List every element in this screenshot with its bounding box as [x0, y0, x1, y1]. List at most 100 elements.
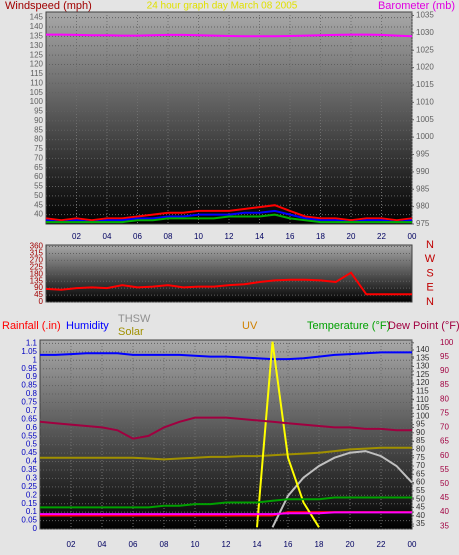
direction-label: W — [425, 253, 436, 265]
x-tick-label: 22 — [377, 540, 386, 549]
y-tick-label: 105 — [30, 88, 44, 97]
x-tick-label: 18 — [315, 540, 324, 549]
x-tick-label: 06 — [133, 232, 142, 241]
chart-title: 24 hour graph day March 08 2005 — [147, 1, 298, 12]
y-tick-label: 35 — [416, 519, 425, 528]
series-line — [45, 271, 412, 296]
x-tick-label: 20 — [346, 540, 355, 549]
x-tick-label: 04 — [98, 540, 107, 549]
y-tick-label: 0.5 — [26, 440, 38, 449]
x-tick-label: 02 — [72, 232, 81, 241]
y-tick-label: 270 — [30, 256, 44, 265]
y-tick-label: 0.2 — [26, 490, 38, 499]
y-tick-label: 95 — [440, 352, 449, 361]
y-tick-label: 75 — [416, 453, 425, 462]
y-tick-label: 85 — [416, 436, 425, 445]
y-tick-label: 135 — [30, 31, 44, 40]
legend-entry: Temperature (°F) — [307, 320, 390, 332]
y-tick-label: 130 — [416, 362, 430, 371]
series-line — [40, 351, 412, 361]
direction-label: E — [426, 282, 433, 294]
y-tick-label: 180 — [30, 269, 44, 278]
y-tick-label: 0.4 — [26, 457, 38, 466]
y-tick-label: 110 — [30, 78, 43, 87]
y-tick-label: 50 — [416, 494, 425, 503]
direction-label: N — [426, 296, 434, 308]
y-tick-label: 0.6 — [26, 423, 38, 432]
y-tick-label: 75 — [34, 144, 43, 153]
y-tick-label: 0.9 — [26, 372, 38, 381]
y-tick-label: 0 — [39, 297, 44, 306]
y-tick-label: 225 — [30, 262, 44, 271]
y-tick-label: 80 — [34, 135, 43, 144]
y-tick-label: 1015 — [416, 80, 434, 89]
y-tick-label: 50 — [440, 479, 449, 488]
y-tick-label: 45 — [34, 290, 43, 299]
y-tick-label: 90 — [34, 116, 43, 125]
y-tick-label: 0.95 — [21, 364, 37, 373]
x-tick-label: 04 — [103, 232, 112, 241]
series-line — [40, 511, 412, 516]
x-tick-label: 06 — [129, 540, 138, 549]
series-line — [271, 450, 413, 528]
wind-axis-label: Windspeed (mph) — [5, 0, 92, 12]
direction-label: S — [426, 267, 433, 279]
y-tick-label: 1.1 — [26, 338, 38, 347]
y-tick-label: 975 — [416, 219, 430, 228]
y-tick-label: 45 — [440, 493, 449, 502]
direction-label: N — [426, 239, 434, 251]
x-tick-label: 08 — [160, 540, 169, 549]
y-tick-label: 0.05 — [21, 516, 37, 525]
legend-entry: Solar — [118, 326, 144, 338]
y-tick-label: 45 — [34, 200, 43, 209]
y-tick-label: 140 — [30, 22, 44, 31]
y-tick-label: 100 — [30, 97, 44, 106]
y-tick-label: 60 — [416, 478, 425, 487]
y-tick-label: 0.65 — [21, 414, 37, 423]
legend-entry: UV — [242, 320, 258, 332]
legend-entry: Rainfall (.in) — [2, 320, 61, 332]
y-tick-label: 105 — [416, 403, 430, 412]
y-tick-label: 985 — [416, 184, 430, 193]
y-tick-label: 65 — [416, 469, 425, 478]
y-tick-label: 1035 — [416, 11, 434, 20]
y-tick-label: 140 — [416, 345, 430, 354]
y-tick-label: 85 — [440, 380, 449, 389]
y-tick-label: 0.8 — [26, 389, 38, 398]
y-tick-label: 135 — [416, 353, 430, 362]
y-tick-label: 0.15 — [21, 499, 37, 508]
x-tick-label: 12 — [225, 232, 234, 241]
series-line — [45, 204, 413, 222]
y-tick-label: 995 — [416, 150, 430, 159]
x-tick-label: 22 — [377, 232, 386, 241]
y-tick-label: 360 — [30, 242, 44, 251]
y-tick-label: 95 — [34, 107, 43, 116]
y-tick-label: 125 — [416, 370, 430, 379]
x-tick-label: 20 — [347, 232, 356, 241]
series-line — [46, 213, 412, 224]
y-tick-label: 1010 — [416, 97, 434, 106]
x-tick-label: 16 — [284, 540, 293, 549]
y-tick-label: 0.85 — [21, 381, 37, 390]
y-tick-label: 60 — [34, 172, 43, 181]
barometer-axis-label: Barometer (mb) — [378, 0, 455, 12]
y-tick-label: 65 — [440, 437, 449, 446]
y-tick-label: 1.05 — [21, 347, 37, 356]
y-tick-label: 95 — [416, 420, 425, 429]
y-tick-label: 70 — [440, 423, 449, 432]
y-tick-label: 1000 — [416, 132, 434, 141]
y-tick-label: 90 — [440, 366, 449, 375]
y-tick-label: 130 — [30, 41, 44, 50]
x-tick-label: 10 — [194, 232, 203, 241]
y-tick-label: 980 — [416, 202, 430, 211]
y-tick-label: 75 — [440, 408, 449, 417]
y-tick-label: 40 — [440, 507, 449, 516]
y-tick-label: 1030 — [416, 28, 434, 37]
y-tick-label: 0.35 — [21, 465, 37, 474]
series-line — [39, 416, 412, 440]
x-tick-label: 14 — [253, 540, 262, 549]
y-tick-label: 45 — [416, 503, 425, 512]
y-tick-label: 0.75 — [21, 398, 37, 407]
y-tick-label: 65 — [34, 163, 43, 172]
